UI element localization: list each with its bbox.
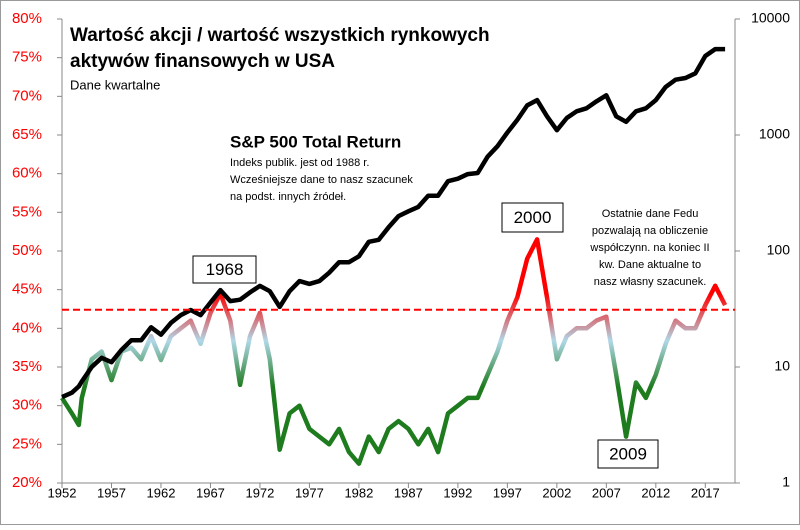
x-tick-label: 1992 [443,485,472,500]
series-line [61,46,726,400]
x-tick-label: 1962 [147,485,176,500]
x-tick-label: 1952 [48,485,77,500]
y-tick-label: 55% [12,203,42,220]
annotation-box [597,439,659,469]
y-tick-label: 70% [12,87,42,104]
x-tick-label: 2002 [542,485,571,500]
annotation-note: nasz własny szacunek. [594,276,707,288]
y2-tick-label: 1 [782,474,790,490]
x-tick-label: 1957 [97,485,126,500]
x-tick-label: 1977 [295,485,324,500]
annotation: 1968 [206,260,244,279]
annotation-note: Indeks publik. jest od 1988 r. [230,157,369,169]
y-tick-label: 50% [12,242,42,259]
y-tick-label: 25% [12,435,42,452]
y-tick-label: 20% [12,474,42,491]
y-tick-label: 75% [12,49,42,66]
y-tick-label: 60% [12,165,42,182]
annotation-note: pozwalają na obliczenie [592,225,708,237]
chart-title: aktywów finansowych w USA [70,51,335,72]
x-tick-label: 1987 [394,485,423,500]
y-tick-label: 30% [12,397,42,414]
y2-tick-label: 1000 [759,126,790,142]
x-tick-label: 2007 [592,485,621,500]
x-tick-label: 2017 [691,485,720,500]
annotation-note: współczynn. na koniec II [589,242,709,254]
x-tick-label: 1982 [344,485,373,500]
annotation-note: Wcześniejsze dane to nasz szacunek [230,174,413,186]
chart-title: Wartość akcji / wartość wszystkich rynko… [70,25,490,46]
annotation-box [192,255,257,284]
y-tick-label: 35% [12,358,42,375]
annotation: 2000 [514,208,552,227]
annotation: 2009 [609,444,647,463]
y-tick-label: 65% [12,126,42,143]
annotation-title: S&P 500 Total Return [230,132,401,151]
y2-tick-label: 10 [774,358,790,374]
y2-tick-label: 10000 [751,10,790,26]
x-tick-label: 1972 [245,485,274,500]
x-tick-label: 2012 [641,485,670,500]
x-tick-label: 1997 [493,485,522,500]
annotation-note: na podst. innych źródeł. [230,191,346,203]
y2-tick-label: 100 [767,242,791,258]
annotation-note: Ostatnie dane Fedu [602,208,699,220]
y-tick-label: 45% [12,281,42,298]
y-tick-label: 80% [12,10,42,27]
x-tick-label: 1967 [196,485,225,500]
annotation-note: kw. Dane aktualne to [599,259,701,271]
series-line [60,237,728,466]
subtitle: Dane kwartalne [70,77,160,92]
y-tick-label: 40% [12,319,42,336]
annotation-box [501,202,564,233]
